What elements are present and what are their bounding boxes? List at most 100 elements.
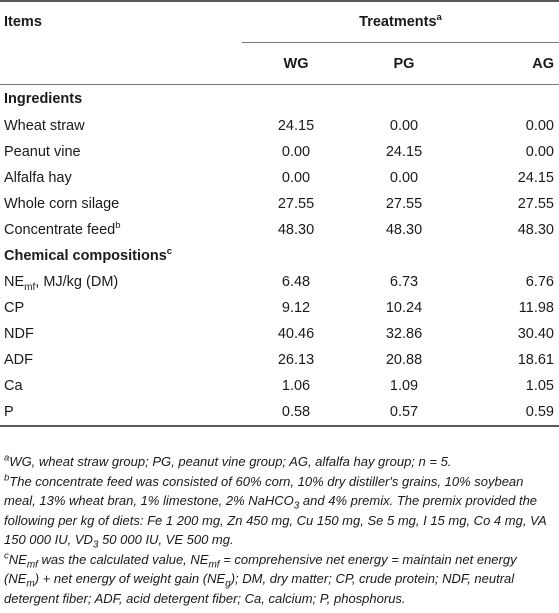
footnotes: aWG, wheat straw group; PG, peanut vine … — [4, 447, 552, 608]
cell-pg: 48.30 — [385, 222, 423, 238]
table-row: ADF 26.13 20.88 18.61 — [0, 347, 559, 373]
table-row: Alfalfa hay 0.00 0.00 24.15 — [0, 165, 559, 191]
row-label-text: Concentrate feed — [4, 222, 116, 238]
col-header-pg: PG — [350, 42, 458, 85]
footnote-sub: g — [225, 578, 231, 590]
cell-pg: 0.00 — [389, 118, 419, 134]
row-label: Concentrate feedb — [0, 217, 242, 243]
cell-wg: 9.12 — [281, 300, 311, 316]
footnote-text: NE — [8, 551, 27, 567]
row-label: Whole corn silage — [4, 196, 120, 212]
cell-pg: 0.00 — [389, 170, 419, 186]
cell-wg: 26.13 — [277, 352, 315, 368]
table-row: NDF 40.46 32.86 30.40 — [0, 321, 559, 347]
cell-wg: 6.48 — [281, 274, 311, 290]
footnote-mark: c — [4, 550, 9, 562]
cell-pg: 0.57 — [350, 399, 458, 427]
footnote-text: The concentrate feed was consisted of 60… — [4, 473, 524, 509]
footnote-sub: mf — [208, 559, 220, 571]
row-label: ADF — [4, 352, 33, 368]
row-label-tail: , MJ/kg (DM) — [35, 274, 119, 290]
footnote-sub: 3 — [92, 539, 99, 551]
header-empty — [0, 42, 242, 85]
cell-pg: 1.09 — [389, 378, 419, 394]
table-row: NEmf, MJ/kg (DM) 6.48 6.73 6.76 — [0, 269, 559, 295]
table-row: Ca 1.06 1.09 1.05 — [0, 373, 559, 399]
footnote-text: ); DM, dry matter; CP, crude protein; ND… — [4, 571, 515, 606]
cell-ag: 24.15 — [517, 170, 554, 186]
table-row: Peanut vine 0.00 24.15 0.00 — [0, 139, 559, 165]
col-header-ag: AG — [458, 42, 559, 85]
cell-wg: 0.58 — [242, 399, 350, 427]
footnote-mark: a — [4, 452, 10, 464]
treatments-footnote-mark: a — [436, 12, 442, 24]
cell-pg: 10.24 — [385, 300, 423, 316]
row-label-sub: mf — [24, 281, 36, 293]
cell-ag: 11.98 — [518, 300, 554, 316]
cell-ag: 48.30 — [517, 222, 554, 238]
cell-pg: 24.15 — [385, 144, 423, 160]
header-row-2: WG PG AG — [0, 42, 559, 85]
row-label: Ca — [4, 378, 23, 394]
section-ingredients-label: Ingredients — [4, 91, 83, 107]
cell-wg: 24.15 — [277, 118, 315, 134]
data-table: Items Treatmentsa WG PG AG Ingredients W… — [0, 0, 559, 427]
cell-wg: 0.00 — [281, 144, 311, 160]
cell-wg: 40.46 — [277, 326, 315, 342]
row-label: Wheat straw — [4, 118, 85, 134]
footnote-b: bThe concentrate feed was consisted of 6… — [4, 472, 552, 550]
cell-ag: 30.40 — [517, 326, 554, 342]
row-label: NDF — [4, 326, 34, 342]
footnote-sub: m — [26, 578, 35, 590]
row-label: Peanut vine — [4, 144, 81, 160]
table-row: Whole corn silage 27.55 27.55 27.55 — [0, 191, 559, 217]
footnote-mark: b — [4, 472, 10, 484]
footnote-sub: mf — [26, 559, 38, 571]
footnote-text: ) + net energy of weight gain (NE — [34, 571, 226, 586]
table-row: Wheat straw 24.15 0.00 0.00 — [0, 113, 559, 139]
cell-wg: 1.06 — [281, 378, 311, 394]
footnote-text: and 4% premix. The premix provided the f… — [4, 493, 547, 547]
cell-wg: 27.55 — [277, 196, 315, 212]
header-items-label: Items — [4, 14, 42, 31]
footnote-text: 50 000 IU, VE 500 mg. — [98, 532, 234, 547]
footnote-text: WG, wheat straw group; PG, peanut vine g… — [9, 454, 452, 469]
cell-ag: 0.59 — [458, 399, 559, 427]
cell-ag: 0.00 — [525, 118, 554, 134]
cell-pg: 32.86 — [385, 326, 423, 342]
row-label-main: NE — [4, 274, 25, 290]
section-ingredients: Ingredients — [0, 85, 559, 114]
footnote-text: was the calculated value, NE — [37, 551, 209, 567]
header-row-1: Items Treatmentsa — [0, 0, 559, 43]
header-treatments: Treatmentsa — [242, 0, 559, 43]
cell-ag: 18.61 — [517, 352, 554, 368]
cell-ag: 0.00 — [525, 144, 554, 160]
footnote-a: aWG, wheat straw group; PG, peanut vine … — [4, 452, 552, 472]
footnote-text: = comprehensive net energy = maintain ne… — [4, 551, 517, 587]
cell-ag: 6.76 — [525, 274, 554, 290]
footnote-mark: c — [166, 246, 173, 258]
cell-ag: 1.05 — [525, 378, 554, 394]
col-header-wg: WG — [242, 42, 350, 85]
cell-wg: 0.00 — [281, 170, 311, 186]
section-chemical-label: Chemical compositionsc — [0, 243, 559, 269]
row-label: CP — [4, 300, 25, 316]
cell-pg: 27.55 — [385, 196, 423, 212]
cell-wg: 48.30 — [277, 222, 315, 238]
table-row: CP 9.12 10.24 11.98 — [0, 295, 559, 321]
table-row: Concentrate feedb 48.30 48.30 48.30 — [0, 217, 559, 243]
table-row: P 0.58 0.57 0.59 — [0, 399, 559, 427]
cell-ag: 27.55 — [517, 196, 554, 212]
treatments-label: Treatments — [359, 14, 437, 30]
row-label: P — [0, 399, 242, 427]
cell-pg: 6.73 — [389, 274, 419, 290]
footnote-mark: b — [115, 220, 121, 232]
footnote-sub: 3 — [293, 500, 300, 512]
row-label: NEmf, MJ/kg (DM) — [0, 269, 242, 295]
section-chemical: Chemical compositionsc — [0, 243, 559, 269]
header-items: Items — [0, 0, 242, 43]
cell-pg: 20.88 — [385, 352, 423, 368]
row-label: Alfalfa hay — [4, 170, 72, 186]
treatments-wrap: Treatmentsa — [359, 12, 442, 30]
